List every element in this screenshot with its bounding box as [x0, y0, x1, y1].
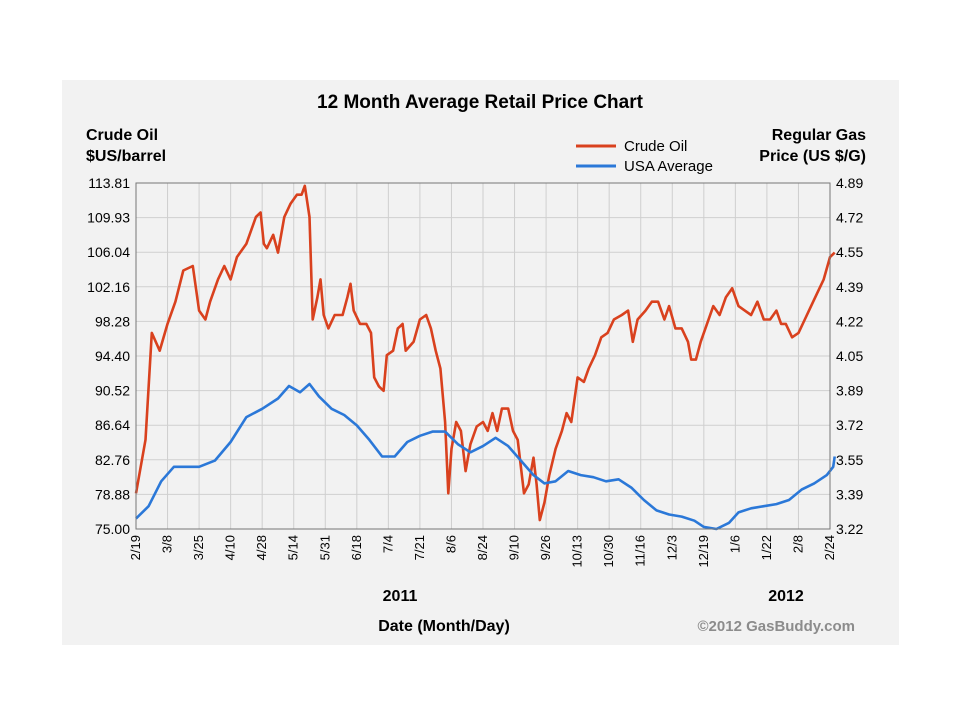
x-tick-label: 9/26 — [538, 535, 553, 560]
x-tick-label: 10/30 — [601, 535, 616, 568]
x-tick-label: 10/13 — [570, 535, 585, 568]
x-tick-label: 8/6 — [443, 535, 458, 553]
year-label-2012: 2012 — [768, 588, 804, 605]
series-line-crude-oil — [134, 184, 836, 522]
right-axis-label-line2: Price (US $/G) — [759, 148, 866, 165]
x-tick-label: 8/24 — [475, 535, 490, 560]
x-tick-label: 7/21 — [412, 535, 427, 560]
legend: Crude Oil USA Average — [576, 138, 713, 175]
y-right-tick-label: 4.39 — [836, 279, 863, 295]
x-tick-label: 2/8 — [790, 535, 805, 553]
y-right-tick-label: 4.55 — [836, 244, 863, 260]
x-tick-label: 1/6 — [727, 535, 742, 553]
copyright-text: ©2012 GasBuddy.com — [698, 618, 856, 635]
legend-label-crude-oil: Crude Oil — [624, 138, 687, 155]
x-tick-label: 2/24 — [822, 535, 837, 560]
y-right-tick-label: 4.89 — [836, 175, 863, 191]
year-label-2011: 2011 — [383, 588, 418, 605]
y-right-tick-label: 3.22 — [836, 521, 863, 537]
left-axis-label-line1: Crude Oil — [86, 127, 158, 144]
plot-frame — [135, 182, 831, 530]
x-tick-label: 2/19 — [128, 535, 143, 560]
grid-layer — [135, 182, 831, 530]
y-right-tick-label: 4.72 — [836, 210, 863, 226]
y-left-tick-label: 94.40 — [95, 348, 130, 364]
y-right-tick-label: 4.22 — [836, 313, 863, 329]
chart-panel — [62, 80, 899, 645]
y-left-tick-label: 78.88 — [95, 486, 130, 502]
y-left-tick-label: 109.93 — [87, 210, 130, 226]
x-tick-label: 9/10 — [507, 535, 522, 560]
right-axis-label-line1: Regular Gas — [772, 127, 866, 144]
x-tick-label: 4/28 — [254, 535, 269, 560]
x-tick-label: 3/25 — [191, 535, 206, 560]
y-right-tick-label: 3.39 — [836, 486, 863, 502]
x-tick-label: 6/18 — [349, 535, 364, 560]
x-tick-label: 5/31 — [317, 535, 332, 560]
series-line-usa-average — [135, 382, 836, 531]
x-tick-label: 5/14 — [286, 535, 301, 560]
legend-label-usa-average: USA Average — [624, 158, 713, 175]
ticks-layer: 2/19 3/8 3/25 4/10 4/28 5/14 5/31 6/18 7/4 7/21 8/… — [87, 175, 863, 568]
y-left-tick-label: 90.52 — [95, 383, 130, 399]
y-left-tick-label: 86.64 — [95, 417, 130, 433]
y-right-tick-label: 4.05 — [836, 348, 863, 364]
y-left-tick-label: 98.28 — [95, 313, 130, 329]
y-left-tick-label: 113.81 — [88, 175, 130, 191]
y-right-tick-label: 3.55 — [836, 452, 863, 468]
x-tick-label: 11/16 — [633, 535, 648, 567]
x-tick-label: 3/8 — [160, 535, 175, 553]
chart-title: 12 Month Average Retail Price Chart — [317, 92, 644, 113]
y-left-tick-label: 82.76 — [95, 452, 130, 468]
x-tick-label: 12/19 — [696, 535, 711, 568]
x-tick-label: 4/10 — [223, 535, 238, 560]
x-tick-label: 12/3 — [664, 535, 679, 560]
left-axis-label-line2: $US/barrel — [86, 148, 166, 165]
x-tick-label: 1/22 — [759, 535, 774, 560]
y-left-tick-label: 106.04 — [87, 244, 130, 260]
y-left-tick-label: 75.00 — [95, 521, 130, 537]
x-axis-title: Date (Month/Day) — [378, 618, 510, 635]
y-right-tick-label: 3.89 — [836, 383, 863, 399]
y-right-tick-label: 3.72 — [836, 417, 863, 433]
y-left-tick-label: 102.16 — [87, 279, 130, 295]
series-layer — [134, 184, 836, 531]
x-tick-label: 7/4 — [380, 535, 395, 553]
